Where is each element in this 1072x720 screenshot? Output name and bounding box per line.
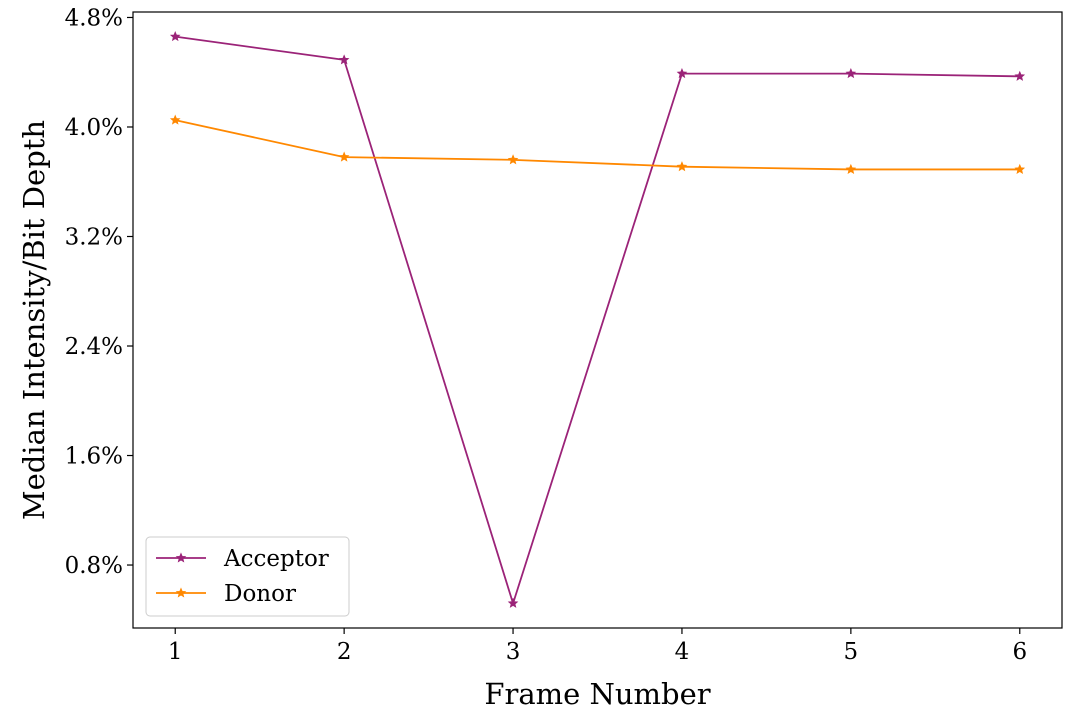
data-point	[338, 54, 350, 65]
data-point	[1014, 163, 1026, 174]
data-point	[338, 151, 350, 162]
x-axis-label: Frame Number	[484, 677, 710, 711]
legend-label: Donor	[224, 581, 296, 607]
y-tick-label: 0.8%	[65, 553, 123, 579]
legend-box	[145, 536, 350, 617]
x-tick-label: 6	[1012, 639, 1027, 665]
data-point	[1014, 70, 1026, 81]
data-point	[169, 114, 181, 125]
data-point	[507, 154, 519, 165]
data-point	[845, 163, 857, 174]
x-tick-label: 4	[675, 639, 690, 665]
x-tick-label: 2	[337, 639, 352, 665]
series-donor	[169, 114, 1026, 174]
y-tick-label: 1.6%	[65, 444, 123, 470]
plot-area	[169, 31, 1026, 608]
x-tick-label: 5	[844, 639, 859, 665]
data-point	[676, 161, 688, 172]
legend: Acceptor Donor	[145, 536, 350, 617]
data-point	[676, 68, 688, 79]
data-point	[507, 597, 519, 608]
y-axis: 0.8% 1.6% 2.4% 3.2% 4.0% 4.8%	[65, 5, 133, 579]
legend-entry: Donor	[156, 581, 296, 607]
y-tick-label: 3.2%	[65, 224, 123, 250]
y-tick-label: 4.8%	[65, 5, 123, 31]
series-line	[175, 119, 1020, 171]
y-tick-label: 4.0%	[65, 115, 123, 141]
data-point	[845, 68, 857, 79]
legend-marker	[175, 552, 187, 563]
data-point	[169, 31, 181, 42]
y-axis-label: Median Intensity/Bit Depth	[17, 120, 51, 520]
x-tick-label: 1	[168, 639, 183, 665]
legend-entry: Acceptor	[156, 546, 329, 572]
axes-frame	[132, 11, 1063, 629]
legend-label: Acceptor	[223, 546, 329, 572]
legend-marker	[175, 587, 187, 598]
series-line	[175, 35, 1020, 605]
y-tick-label: 2.4%	[65, 334, 123, 360]
series-acceptor	[169, 31, 1026, 608]
x-tick-label: 3	[506, 639, 521, 665]
x-axis: 1 2 3 4 5 6	[168, 628, 1027, 665]
